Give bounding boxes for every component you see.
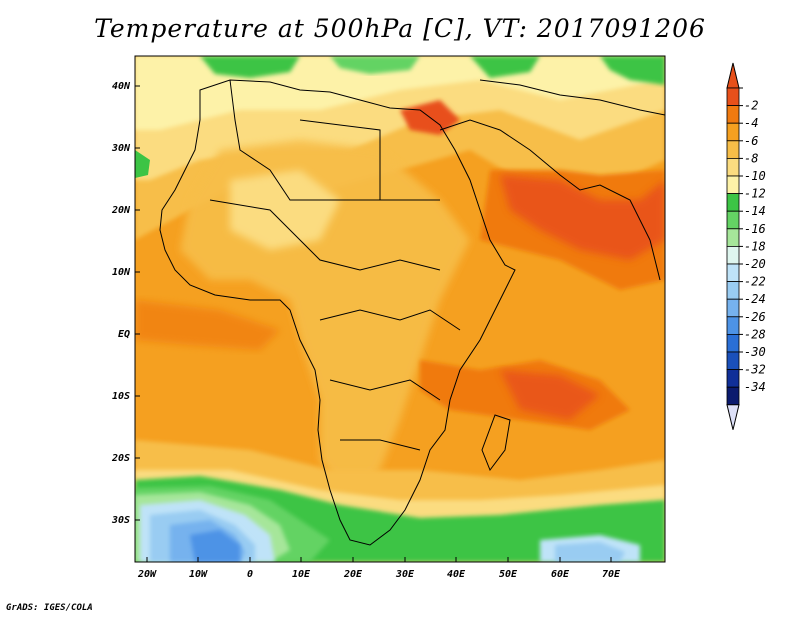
plot-frame xyxy=(134,55,666,563)
lon-label: 10W xyxy=(189,569,208,580)
coastlines xyxy=(159,79,665,546)
colorbar-label: -32 xyxy=(744,363,766,377)
colorbar-swatch xyxy=(726,316,740,335)
lat-label: 30N xyxy=(111,143,131,154)
lon-label: 10E xyxy=(292,569,311,580)
colorbar-label: -24 xyxy=(744,292,766,306)
colorbar-swatch xyxy=(726,105,740,124)
lon-label: 70E xyxy=(602,569,621,580)
colorbar-swatch xyxy=(726,193,740,212)
colorbar-label: -34 xyxy=(744,380,766,394)
lat-label: 10N xyxy=(112,267,131,278)
lon-label: 20W xyxy=(137,569,157,580)
lat-label: 30S xyxy=(111,515,130,526)
lon-label: 40E xyxy=(447,569,466,580)
colorbar-label: -20 xyxy=(744,257,766,271)
colorbar-label: -2 xyxy=(744,99,758,113)
colorbar-label: -12 xyxy=(744,187,766,201)
colorbar-top-arrow xyxy=(726,62,740,89)
lat-label: 10S xyxy=(112,391,130,402)
colorbar-label: -22 xyxy=(744,275,766,289)
colorbar-label: -28 xyxy=(744,327,766,341)
lat-label: 20N xyxy=(111,205,131,216)
colorbar-swatch xyxy=(726,351,740,371)
colorbar-swatch xyxy=(726,386,740,406)
colorbar-label: -14 xyxy=(744,204,766,218)
colorbar-swatch xyxy=(726,210,740,230)
latitude-axis: 40N 30N 20N 10N EQ 10S 20S 30S xyxy=(111,81,131,526)
colorbar-swatch xyxy=(726,245,740,265)
colorbar-swatch xyxy=(726,175,740,195)
temperature-field xyxy=(135,56,665,562)
colorbar-swatch xyxy=(726,281,740,300)
map-title: Temperature at 500hPa [C], VT: 201709120… xyxy=(94,14,706,43)
colorbar-label: -26 xyxy=(744,310,766,324)
colorbar-swatch xyxy=(726,263,740,283)
colorbar-label: -8 xyxy=(744,151,758,165)
longitude-axis: 20W 10W 0 10E 20E 30E 40E 50E 60E 70E xyxy=(137,569,621,580)
colorbar-label: -10 xyxy=(744,169,766,183)
colorbar-label: -4 xyxy=(744,116,758,130)
colorbar-swatch xyxy=(726,333,740,353)
lat-label: 20S xyxy=(111,453,130,464)
lat-label: EQ xyxy=(118,329,130,340)
lon-label: 60E xyxy=(551,569,570,580)
colorbar-swatch xyxy=(726,87,740,107)
credit-text: GrADS: IGES/COLA xyxy=(6,603,93,613)
lon-label: 20E xyxy=(343,569,363,580)
lon-label: 0 xyxy=(247,569,253,580)
colorbar-swatch xyxy=(726,369,740,388)
colorbar-label: -16 xyxy=(744,222,766,236)
colorbar-swatch xyxy=(726,122,740,142)
colorbar-swatch xyxy=(726,228,740,247)
lon-label: 50E xyxy=(499,569,518,580)
colorbar-swatch xyxy=(726,140,740,159)
colorbar-swatch xyxy=(726,157,740,177)
colorbar-swatch xyxy=(726,298,740,318)
colorbar-label: -30 xyxy=(744,345,766,359)
lon-label: 30E xyxy=(395,569,415,580)
colorbar-label: -18 xyxy=(744,239,766,253)
lat-label: 40N xyxy=(112,81,131,92)
colorbar-label: -6 xyxy=(744,134,758,148)
colorbar: -2 -4 -6 -8 -10 -12 -14 -16 -18 -20 -22 -24 -26 -28 -3… xyxy=(726,62,766,430)
colorbar-bottom-arrow xyxy=(726,404,740,430)
